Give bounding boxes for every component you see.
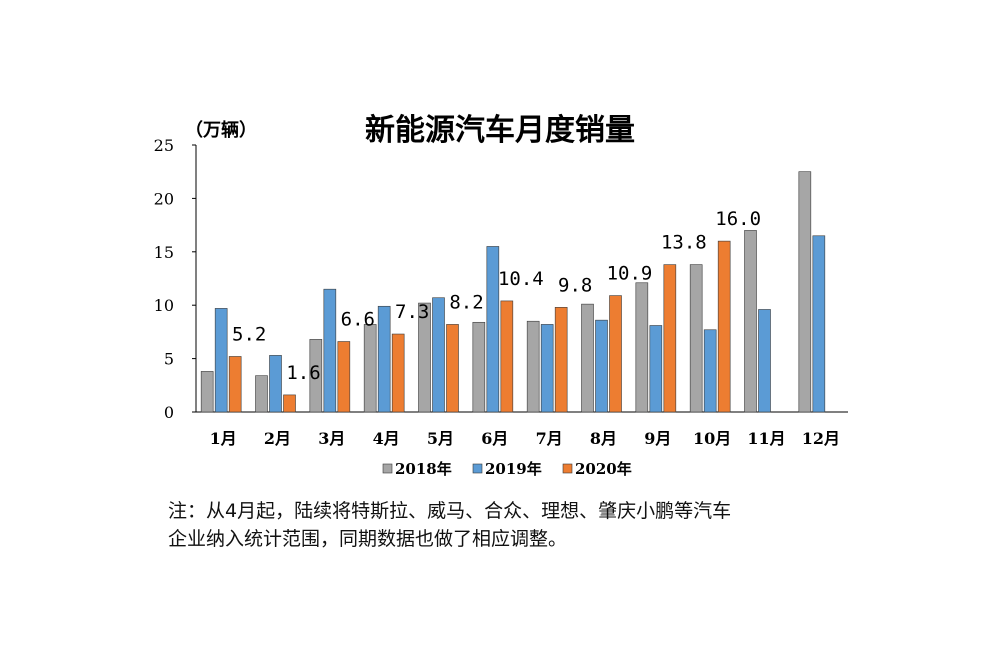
bar-2-4 xyxy=(446,324,459,413)
data-label-3: 7.3 xyxy=(395,301,429,323)
bar-1-3 xyxy=(377,305,391,413)
y-tick-label-3: 15 xyxy=(154,243,174,262)
bar-0-4 xyxy=(418,302,431,413)
bar-1-11 xyxy=(812,235,826,413)
data-label-0: 5.2 xyxy=(232,323,266,345)
bar-1-0 xyxy=(214,308,228,413)
data-label-2: 6.6 xyxy=(341,309,375,331)
data-label-9: 16.0 xyxy=(715,208,761,230)
data-labels: 5.2 1.6 6.6 7.3 8.2 10.4 9.8 10.9 13.8 16.0 xyxy=(232,208,761,384)
bar-1-10 xyxy=(758,309,771,413)
legend: 2018年 2019年 2020年 xyxy=(382,460,632,478)
bar-2-8 xyxy=(663,264,677,413)
y-axis-label: （万辆） xyxy=(185,119,257,141)
bars xyxy=(200,171,826,413)
legend-label-1: 2019年 xyxy=(485,460,542,478)
legend-label-0: 2018年 xyxy=(395,460,452,478)
bar-1-1 xyxy=(269,355,282,413)
x-tick-label-2: 3月 xyxy=(318,429,345,448)
legend-swatch-2 xyxy=(562,463,573,474)
x-tick-label-0: 1月 xyxy=(210,429,237,448)
data-label-4: 8.2 xyxy=(449,291,483,313)
y-tick-label-4: 20 xyxy=(154,189,174,208)
chart-title: 新能源汽车月度销量 xyxy=(365,113,635,148)
data-label-5: 10.4 xyxy=(498,268,544,290)
bar-0-9 xyxy=(689,264,703,413)
bar-2-5 xyxy=(500,300,514,413)
bar-0-2 xyxy=(309,339,323,413)
bar-2-1 xyxy=(283,394,296,413)
bar-0-3 xyxy=(363,324,377,413)
legend-label-2: 2020年 xyxy=(575,460,632,478)
bar-2-9 xyxy=(717,240,731,413)
x-tick-label-11: 12月 xyxy=(802,429,840,448)
bar-1-6 xyxy=(540,324,554,413)
x-tick-label-7: 8月 xyxy=(590,429,617,448)
bar-2-6 xyxy=(554,307,568,413)
footnote-line-2: 企业纳入统计范围，同期数据也做了相应调整。 xyxy=(168,528,568,550)
x-tick-label-3: 4月 xyxy=(373,429,400,448)
data-label-7: 10.9 xyxy=(607,263,653,285)
bar-0-7 xyxy=(581,303,594,413)
data-label-1: 1.6 xyxy=(286,362,320,384)
bar-1-2 xyxy=(323,288,337,413)
bar-0-0 xyxy=(200,371,214,413)
y-tick-label-2: 10 xyxy=(154,296,174,315)
bar-0-11 xyxy=(798,171,812,413)
x-tick-label-4: 5月 xyxy=(427,429,454,448)
bar-0-6 xyxy=(526,320,540,413)
bar-1-7 xyxy=(595,319,608,413)
bar-0-1 xyxy=(255,375,268,413)
x-tick-labels: 1月 2月 3月 4月 5月 6月 7月 8月 9月 10月 11月 12月 xyxy=(210,429,840,448)
x-tick-label-1: 2月 xyxy=(264,429,291,448)
x-tick-label-8: 9月 xyxy=(644,429,671,448)
footnote: 注：从4月起，陆续将特斯拉、威马、合众、理想、肇庆小鹏等汽车 企业纳入统计范围，… xyxy=(168,497,868,553)
bar-1-8 xyxy=(649,325,663,413)
bar-0-10 xyxy=(744,230,757,413)
data-label-6: 9.8 xyxy=(558,274,592,296)
x-tick-label-6: 7月 xyxy=(536,429,563,448)
y-tick-label-0: 0 xyxy=(164,403,174,422)
bar-2-0 xyxy=(228,356,242,413)
x-tick-label-9: 10月 xyxy=(693,429,731,448)
bar-0-5 xyxy=(472,321,486,413)
bar-1-4 xyxy=(432,297,445,413)
bar-2-7 xyxy=(609,295,622,413)
bar-2-2 xyxy=(337,341,351,413)
legend-swatch-1 xyxy=(472,463,483,474)
y-tick-label-5: 25 xyxy=(154,136,174,155)
footnote-line-1: 注：从4月起，陆续将特斯拉、威马、合众、理想、肇庆小鹏等汽车 xyxy=(168,500,732,522)
x-tick-label-10: 11月 xyxy=(747,429,785,448)
axes: 0 5 10 15 20 25 xyxy=(154,136,848,422)
bar-0-8 xyxy=(635,282,649,413)
legend-swatch-0 xyxy=(382,463,393,474)
bar-1-9 xyxy=(703,329,717,413)
data-label-8: 13.8 xyxy=(661,232,707,254)
x-tick-label-5: 6月 xyxy=(481,429,508,448)
y-tick-label-1: 5 xyxy=(164,350,174,369)
bar-1-5 xyxy=(486,246,500,413)
bar-2-3 xyxy=(391,333,405,413)
